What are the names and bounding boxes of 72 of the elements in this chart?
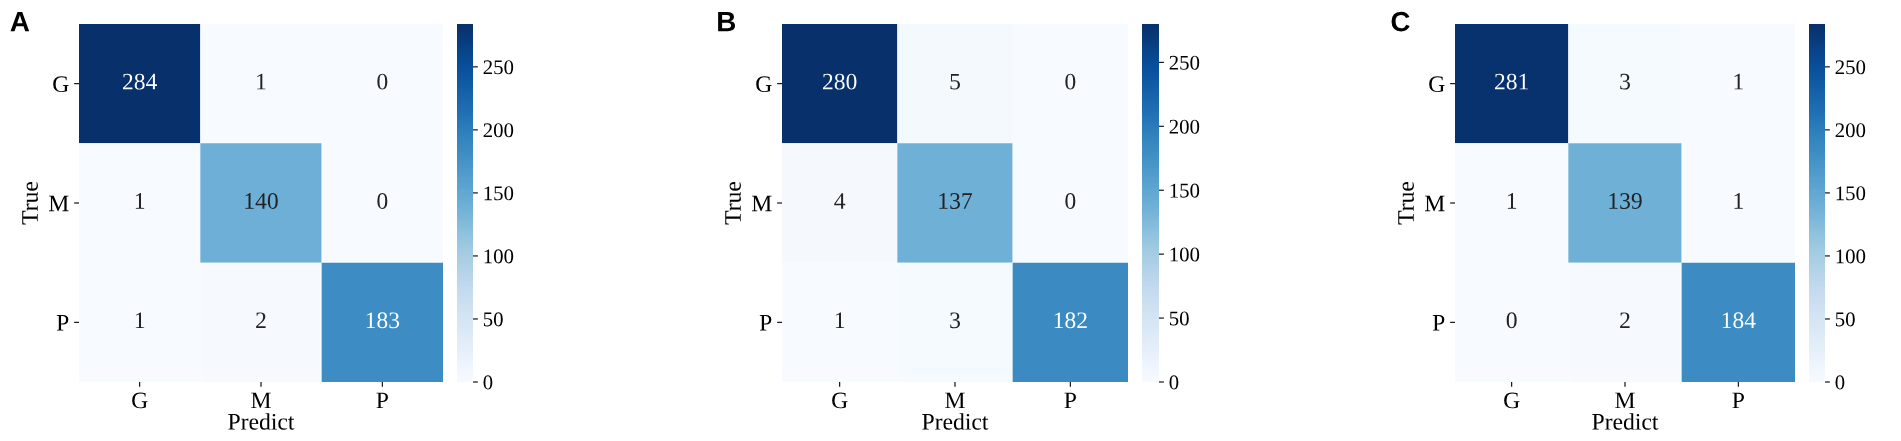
color-bar-label: 150 [1170,183,1200,198]
x-axis-title: Predict [922,413,989,430]
data-label: 2 [1620,312,1630,329]
data-label: 1 [1507,193,1517,209]
data-label: 280 [822,73,857,90]
color-bar-label: 200 [1169,119,1200,134]
y-axis-title: True [1398,181,1414,225]
data-label: 1 [1734,193,1743,209]
y-tick-label: G [1429,76,1445,93]
data-label: 4 [834,193,846,209]
data-label: 1 [1734,73,1743,90]
x-tick-label: M [945,392,965,409]
y-tick-label: P [759,315,772,331]
color-bar-label: 250 [483,60,514,75]
data-label: 0 [1065,73,1076,90]
color-bar-label: 150 [1836,186,1866,201]
color-bar-label: 100 [484,249,514,264]
y-tick-label: P [56,315,69,331]
y-tick-label: P [1432,315,1445,331]
x-tick-label: G [132,392,148,409]
x-tick-label: M [1615,392,1635,409]
color-bar-label: 250 [1835,60,1866,75]
data-label: 137 [939,193,973,209]
color-bar-label: 250 [1169,55,1200,70]
color-bar-label: 150 [484,186,514,201]
x-tick-label: M [251,392,271,409]
data-label: 182 [1054,312,1087,329]
data-label: 184 [1722,312,1756,329]
color-bar-label: 50 [483,312,503,327]
x-axis-title: Predict [1592,413,1659,430]
data-label: 140 [245,192,278,209]
data-label: 183 [366,312,400,329]
color-bar-label: 50 [1835,312,1855,327]
x-tick-label: P [376,392,388,409]
y-tick-label: M [751,195,772,212]
x-tick-label: P [1732,392,1744,409]
data-label: 5 [950,73,960,90]
color-bar-label: 200 [483,123,514,138]
x-axis-title: Predict [228,413,295,430]
data-label: 1 [135,193,145,209]
chart-title: B [718,12,736,32]
data-label: 1 [135,312,145,329]
color-bar-label: 100 [1170,247,1200,262]
data-label: 0 [1506,312,1517,329]
chart-title: A [10,12,30,32]
color-bar-label: 0 [1835,375,1845,390]
data-label: 3 [1620,73,1630,90]
color-bar-label: 100 [1836,249,1866,264]
data-label: 0 [377,192,388,209]
data-label: 2 [256,312,266,329]
data-label: 1 [835,312,845,329]
color-bar-label: 50 [1169,311,1189,326]
data-label: 0 [1065,192,1076,209]
data-label: 284 [123,73,158,90]
y-tick-label: G [756,76,772,93]
y-axis-title: True [22,181,38,225]
x-tick-label: P [1064,392,1076,409]
y-tick-label: G [53,76,69,93]
chart-title: C [1391,11,1410,32]
x-tick-label: G [1504,392,1520,409]
data-label: 0 [377,73,388,90]
data-label: 281 [1495,73,1528,90]
color-bar-label: 0 [483,375,493,390]
data-label: 1 [257,73,266,90]
x-tick-label: G [832,392,848,409]
data-label: 139 [1609,193,1642,209]
y-axis-title: True [725,181,741,225]
color-bar-label: 0 [1169,375,1179,390]
y-tick-label: M [1424,195,1445,212]
data-label: 3 [950,312,960,329]
color-bar-label: 200 [1835,123,1866,138]
y-tick-label: M [48,195,69,212]
